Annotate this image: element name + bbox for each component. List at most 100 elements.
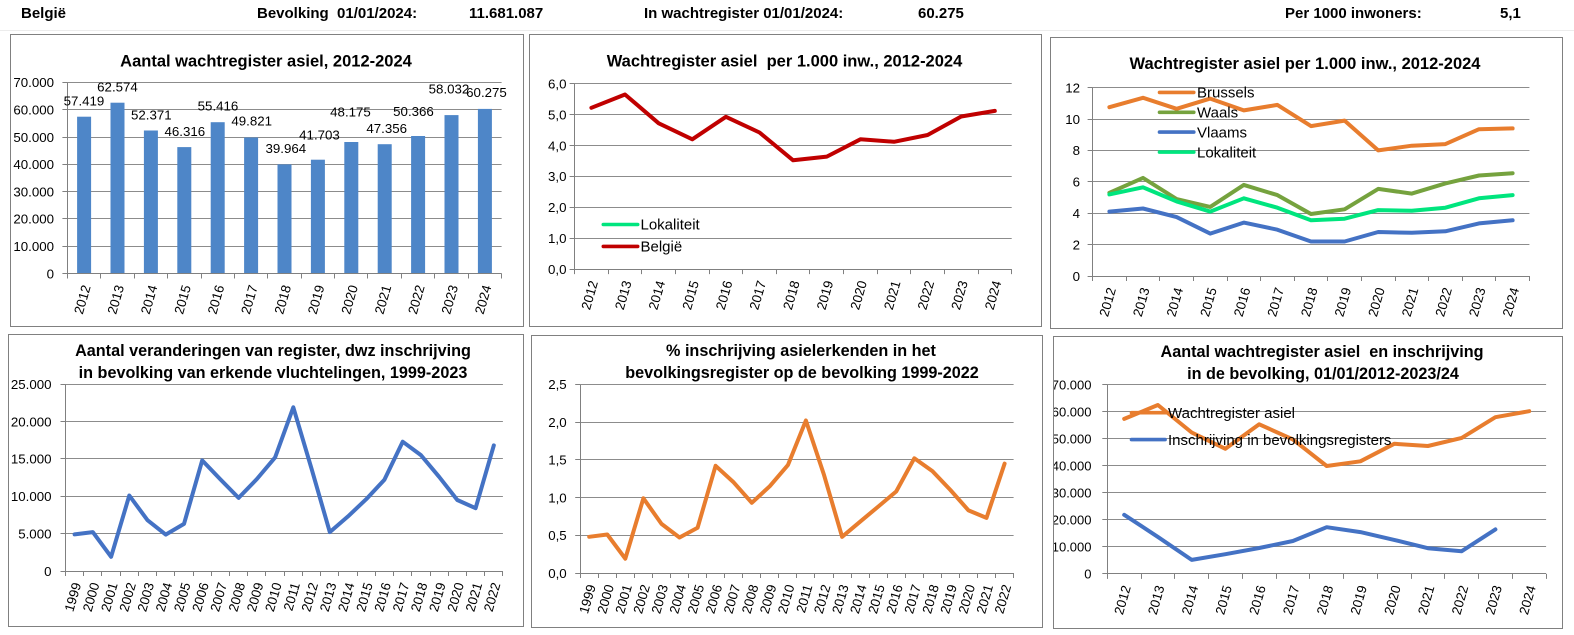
svg-text:in bevolking van erkende vluch: in bevolking van erkende vluchtelingen, … [79, 364, 468, 382]
svg-text:2022: 2022 [1432, 286, 1455, 319]
svg-text:bevolkingsregister op de bevol: bevolkingsregister op de bevolking 1999-… [625, 364, 979, 382]
svg-text:0,5: 0,5 [548, 528, 567, 543]
svg-text:0,0: 0,0 [548, 566, 567, 581]
svg-text:2012: 2012 [1111, 584, 1134, 617]
svg-text:60.000: 60.000 [13, 103, 54, 118]
svg-text:2012: 2012 [578, 279, 601, 312]
svg-text:2023: 2023 [1482, 584, 1505, 617]
svg-text:1,0: 1,0 [548, 490, 567, 505]
svg-text:2014: 2014 [646, 279, 669, 312]
svg-text:2016: 2016 [1231, 286, 1254, 319]
svg-text:30.000: 30.000 [1054, 486, 1092, 501]
svg-text:47.356: 47.356 [366, 121, 407, 136]
svg-text:2024: 2024 [472, 283, 495, 316]
svg-text:2023: 2023 [948, 279, 971, 312]
svg-text:41.703: 41.703 [299, 128, 340, 143]
svg-text:Wachtregister asiel per 1.000: Wachtregister asiel per 1.000 inw., 2012… [1130, 55, 1482, 73]
svg-text:Wachtregister asiel: Wachtregister asiel [1168, 405, 1295, 422]
svg-text:2018: 2018 [780, 279, 803, 312]
svg-text:2020: 2020 [1365, 286, 1388, 319]
svg-text:62.574: 62.574 [97, 80, 138, 95]
svg-text:2017: 2017 [1264, 286, 1287, 319]
svg-text:46.316: 46.316 [164, 124, 205, 139]
svg-text:50.366: 50.366 [393, 104, 434, 119]
svg-text:Lokaliteit: Lokaliteit [641, 217, 701, 234]
svg-text:40.000: 40.000 [13, 157, 54, 172]
svg-text:Inschrijving in bevolkingsregi: Inschrijving in bevolkingsregisters [1168, 432, 1391, 449]
svg-text:2,0: 2,0 [548, 200, 567, 215]
svg-text:2018: 2018 [1314, 584, 1337, 617]
svg-text:2024: 2024 [1516, 584, 1539, 617]
svg-text:10.000: 10.000 [1054, 540, 1092, 555]
svg-text:4,0: 4,0 [548, 138, 567, 153]
svg-text:2023: 2023 [439, 283, 462, 316]
svg-text:2016: 2016 [205, 283, 228, 316]
svg-text:in de bevolking, 01/01/2012-20: in de bevolking, 01/01/2012-2023/24 [1187, 365, 1459, 383]
svg-text:6: 6 [1073, 175, 1080, 190]
svg-text:Lokaliteit: Lokaliteit [1197, 144, 1257, 161]
svg-text:20.000: 20.000 [11, 414, 52, 429]
svg-text:Aantal wachtregister asiel, 20: Aantal wachtregister asiel, 2012-2024 [120, 53, 412, 71]
svg-text:2015: 2015 [679, 279, 702, 312]
svg-text:2022: 2022 [405, 283, 428, 316]
svg-text:48.175: 48.175 [330, 105, 371, 120]
svg-text:2,0: 2,0 [548, 415, 567, 430]
svg-text:Vlaams: Vlaams [1197, 124, 1247, 141]
svg-text:50.000: 50.000 [13, 130, 54, 145]
svg-text:5.000: 5.000 [18, 526, 51, 541]
svg-text:10: 10 [1065, 112, 1080, 127]
svg-text:2022: 2022 [915, 279, 938, 312]
svg-text:2012: 2012 [71, 283, 94, 316]
svg-text:2023: 2023 [1466, 286, 1489, 319]
svg-text:58.032: 58.032 [429, 82, 470, 97]
svg-text:2017: 2017 [747, 279, 770, 312]
svg-text:2019: 2019 [1347, 584, 1370, 617]
svg-text:0: 0 [1084, 567, 1091, 582]
svg-text:2016: 2016 [1246, 584, 1269, 617]
svg-text:2016: 2016 [713, 279, 736, 312]
svg-text:4: 4 [1073, 206, 1080, 221]
svg-text:2015: 2015 [1212, 584, 1235, 617]
svg-text:52.371: 52.371 [131, 108, 172, 123]
svg-text:55.416: 55.416 [198, 99, 239, 114]
svg-text:1,0: 1,0 [548, 231, 567, 246]
svg-text:2020: 2020 [847, 279, 870, 312]
svg-text:49.821: 49.821 [231, 114, 272, 129]
svg-text:8: 8 [1073, 143, 1080, 158]
svg-text:België: België [641, 239, 683, 256]
svg-text:Aantal veranderingen van regis: Aantal veranderingen van register, dwz i… [75, 342, 471, 360]
svg-text:20.000: 20.000 [13, 212, 54, 227]
svg-text:2015: 2015 [1197, 286, 1220, 319]
svg-text:40.000: 40.000 [1054, 459, 1092, 474]
svg-text:20.000: 20.000 [1054, 513, 1092, 528]
svg-text:5,0: 5,0 [548, 107, 567, 122]
svg-text:10.000: 10.000 [13, 239, 54, 254]
svg-text:70.000: 70.000 [1054, 378, 1092, 393]
svg-text:Waals: Waals [1197, 105, 1238, 122]
svg-text:2022: 2022 [1449, 584, 1472, 617]
svg-text:2012: 2012 [1096, 286, 1119, 319]
svg-text:60.000: 60.000 [1054, 405, 1092, 420]
svg-text:Aantal wachtregister asiel en: Aantal wachtregister asiel en inschrijvi… [1161, 343, 1484, 361]
svg-text:2024: 2024 [1500, 286, 1523, 319]
svg-text:12: 12 [1065, 80, 1080, 95]
svg-text:2018: 2018 [1298, 286, 1321, 319]
svg-text:0: 0 [47, 266, 54, 281]
svg-text:2015: 2015 [171, 283, 194, 316]
svg-text:2: 2 [1073, 237, 1080, 252]
svg-text:2013: 2013 [612, 279, 635, 312]
svg-text:2021: 2021 [1399, 286, 1422, 319]
svg-text:2014: 2014 [1179, 584, 1202, 617]
svg-text:2019: 2019 [814, 279, 837, 312]
svg-text:6,0: 6,0 [548, 77, 567, 92]
svg-text:2019: 2019 [1332, 286, 1355, 319]
svg-text:2014: 2014 [1164, 286, 1187, 319]
svg-text:2020: 2020 [338, 283, 361, 316]
svg-text:2020: 2020 [1381, 584, 1404, 617]
svg-text:Brussels: Brussels [1197, 85, 1255, 102]
svg-text:2019: 2019 [305, 283, 328, 316]
svg-text:2013: 2013 [1145, 584, 1168, 617]
svg-text:2014: 2014 [138, 283, 161, 316]
svg-text:50.000: 50.000 [1054, 432, 1092, 447]
svg-text:2017: 2017 [238, 283, 261, 316]
